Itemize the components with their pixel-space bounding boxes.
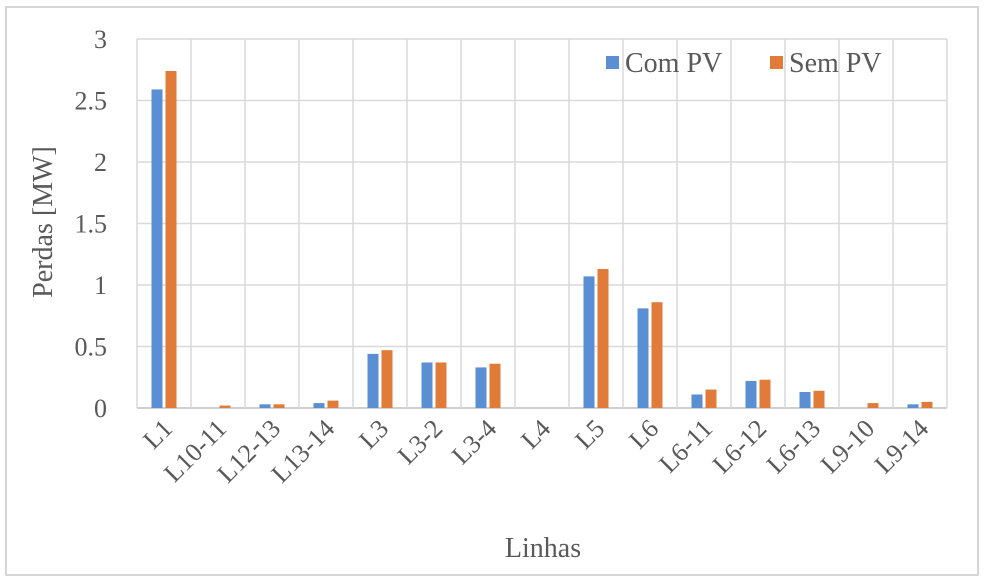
y-tick-label: 0 bbox=[94, 394, 107, 423]
legend-swatch-com-pv bbox=[606, 56, 619, 69]
bar-sem-pv-l13-14 bbox=[327, 400, 339, 408]
bar-com-pv-l3-4 bbox=[475, 367, 487, 408]
bar-sem-pv-l3-2 bbox=[435, 362, 447, 408]
bar-sem-pv-l9-14 bbox=[921, 401, 933, 408]
x-tick-label: L6 bbox=[623, 414, 664, 455]
x-axis-title: Linhas bbox=[505, 533, 581, 564]
bar-sem-pv-l3 bbox=[381, 350, 393, 408]
bar-com-pv-l1 bbox=[151, 89, 163, 409]
y-tick-label: 1.5 bbox=[75, 210, 108, 239]
bar-com-pv-l6-13 bbox=[799, 392, 811, 408]
bar-sem-pv-l10-11 bbox=[219, 405, 231, 408]
bar-sem-pv-l6-11 bbox=[705, 389, 717, 408]
x-tick-label: L9-10 bbox=[815, 414, 880, 479]
x-tick-label: L6-12 bbox=[707, 414, 772, 479]
bar-sem-pv-l5 bbox=[597, 269, 609, 408]
y-tick-labels: 0 0.5 1 1.5 2 2.5 3 bbox=[75, 25, 108, 423]
x-tick-label: L4 bbox=[515, 414, 556, 455]
bar-com-pv-l12-13 bbox=[259, 404, 271, 408]
bar-sem-pv-l1 bbox=[165, 70, 177, 408]
legend-swatch-sem-pv bbox=[770, 56, 783, 69]
y-tick-label: 2 bbox=[94, 148, 107, 177]
bar-sem-pv-l6-12 bbox=[759, 379, 771, 408]
y-tick-label: 2.5 bbox=[75, 87, 108, 116]
x-tick-label: L6-11 bbox=[653, 414, 718, 479]
bar-com-pv-l5 bbox=[583, 276, 595, 408]
x-tick-label: L5 bbox=[569, 414, 610, 455]
bar-sem-pv-l6 bbox=[651, 302, 663, 408]
bar-com-pv-l6 bbox=[637, 308, 649, 408]
x-tick-label: L6-13 bbox=[761, 414, 826, 479]
gridlines bbox=[136, 38, 948, 409]
y-tick-label: 3 bbox=[94, 25, 107, 54]
legend: Com PV Sem PV bbox=[606, 48, 882, 79]
x-tick-label: L3-2 bbox=[392, 414, 448, 470]
x-tick-label: L1 bbox=[137, 414, 178, 455]
bar-com-pv-l6-12 bbox=[745, 380, 757, 408]
x-tick-label: L9-14 bbox=[869, 414, 934, 479]
bar-com-pv-l9-14 bbox=[907, 404, 919, 408]
y-axis-title: Perdas [MW] bbox=[28, 146, 59, 298]
x-tick-label: L3 bbox=[353, 414, 394, 455]
legend-label-com-pv: Com PV bbox=[625, 48, 722, 79]
y-tick-label: 0.5 bbox=[75, 333, 108, 362]
bar-sem-pv-l6-13 bbox=[813, 390, 825, 408]
bars bbox=[151, 70, 933, 409]
legend-label-sem-pv: Sem PV bbox=[789, 48, 882, 79]
bar-com-pv-l3-2 bbox=[421, 362, 433, 408]
bar-sem-pv-l3-4 bbox=[489, 363, 501, 408]
bar-com-pv-l6-11 bbox=[691, 394, 703, 408]
bar-com-pv-l3 bbox=[367, 353, 379, 408]
x-tick-label: L3-4 bbox=[446, 414, 502, 470]
bar-sem-pv-l9-10 bbox=[867, 403, 879, 408]
bar-com-pv-l13-14 bbox=[313, 403, 325, 408]
bar-sem-pv-l12-13 bbox=[273, 404, 285, 408]
y-tick-label: 1 bbox=[94, 271, 107, 300]
